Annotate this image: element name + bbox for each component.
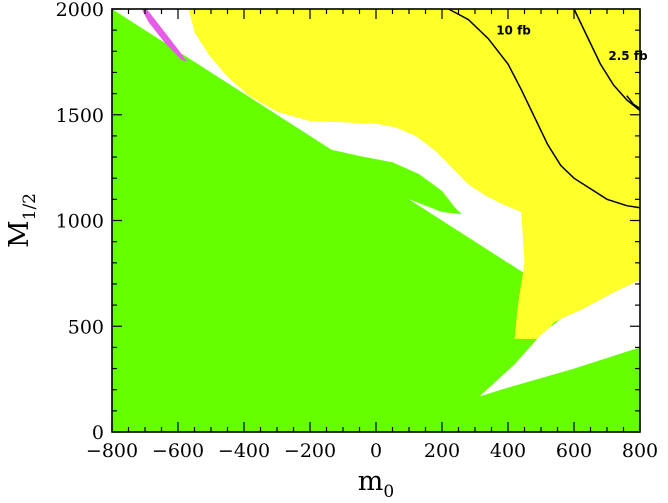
x-tick-label: 0 (370, 440, 382, 462)
x-tick-label: −600 (152, 440, 204, 462)
x-tick-label: 200 (424, 440, 460, 462)
y-axis-title: M1/2 (4, 193, 40, 248)
contour-line-0 (448, 8, 641, 209)
x-tick-label: 400 (490, 440, 526, 462)
x-axis-title-main: m (358, 466, 384, 497)
tick-labels-layer: −800 −600 −400 −200 0 200 400 600 800 0 500 1000 150… (56, 0, 658, 462)
y-axis-title-sub: 1/2 (20, 193, 40, 220)
contour-line-1 (573, 8, 641, 112)
x-tick-label: 600 (556, 440, 592, 462)
region-magenta-4 (141, 9, 188, 62)
contour-label-0: 10 fb (496, 24, 531, 38)
regions-layer (112, 9, 640, 432)
y-tick-label: 1000 (56, 211, 104, 233)
contour-label-1: 2.5 fb (608, 49, 648, 63)
x-tick-label: −200 (284, 440, 336, 462)
plot-frame (111, 8, 641, 433)
region-white-3 (479, 280, 640, 397)
y-tick-label: 1500 (56, 105, 104, 127)
region-green-2 (196, 78, 462, 215)
x-axis-title: m0 (358, 466, 394, 502)
x-tick-label: 800 (622, 440, 658, 462)
y-axis-title-main: M (4, 220, 35, 248)
x-tick-label: −400 (218, 440, 270, 462)
y-tick-label: 0 (92, 422, 104, 444)
y-tick-label: 2000 (56, 0, 104, 21)
x-tick-label: −800 (86, 440, 138, 462)
y-tick-label: 500 (68, 316, 104, 338)
region-yellow-1 (157, 9, 640, 339)
contour-line-2 (626, 95, 641, 110)
contours-layer: 10 fb 2.5 fb (448, 8, 648, 209)
x-axis-title-sub: 0 (383, 482, 394, 502)
